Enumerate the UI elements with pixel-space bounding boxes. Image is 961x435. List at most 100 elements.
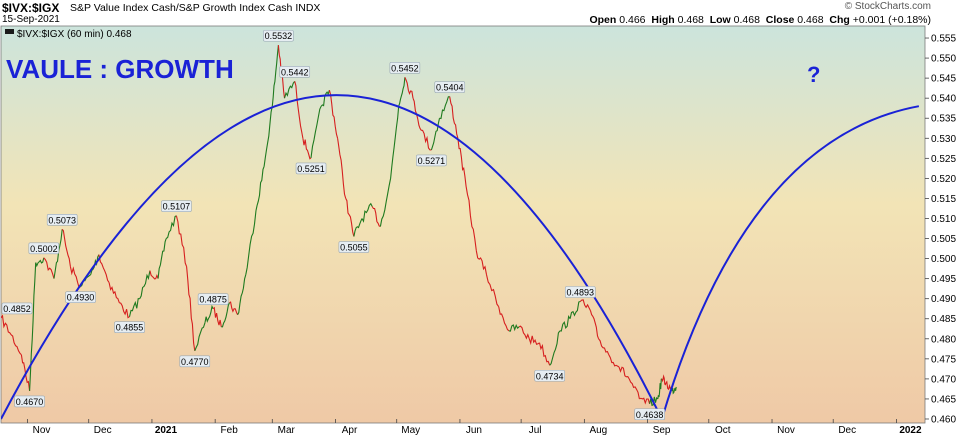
low-value: 0.468	[733, 14, 760, 26]
price-segment	[498, 306, 510, 332]
price-segment	[657, 378, 663, 399]
y-tick-label: 0.485	[931, 314, 956, 325]
value-label-text: 0.4770	[181, 357, 209, 367]
price-segment	[35, 257, 45, 268]
price-segment	[271, 45, 279, 107]
value-label: 0.5107	[161, 200, 192, 212]
x-tick-label: Jun	[466, 425, 482, 435]
price-segment	[302, 138, 312, 160]
value-label-text: 0.4875	[199, 295, 227, 305]
value-label-text: 0.4670	[16, 397, 44, 407]
y-tick-label: 0.510	[931, 214, 956, 225]
price-segment	[465, 186, 477, 251]
open-label: Open	[589, 14, 617, 26]
x-tick-label: Nov	[777, 425, 795, 435]
price-segment	[245, 210, 257, 275]
price-segment	[237, 274, 247, 315]
price-segment	[457, 138, 467, 187]
x-tick-label: May	[401, 425, 420, 435]
price-segment	[29, 262, 37, 391]
brand-watermark: © StockCharts.com	[844, 1, 931, 12]
close-label: Close	[765, 14, 795, 26]
value-label-text: 0.4734	[536, 371, 564, 381]
price-segment	[589, 310, 600, 339]
y-tick-label: 0.515	[931, 194, 956, 205]
value-label: 0.5055	[338, 241, 370, 253]
y-tick-label: 0.500	[931, 254, 956, 265]
price-segment	[449, 96, 459, 139]
value-label-text: 0.5002	[30, 244, 58, 254]
y-tick-label: 0.480	[931, 334, 956, 345]
price-segment	[671, 386, 677, 395]
value-label-text: 0.4852	[3, 304, 31, 314]
price-segment	[53, 229, 63, 279]
y-tick-label: 0.495	[931, 274, 956, 285]
high-label: High	[651, 14, 675, 26]
value-label: 0.5073	[46, 214, 78, 226]
value-label: 0.4855	[114, 321, 145, 334]
value-label: 0.4770	[179, 355, 211, 368]
price-segment	[538, 342, 551, 366]
y-tick-label: 0.465	[931, 394, 956, 405]
x-tick-label: Sep	[653, 425, 671, 435]
price-segment	[212, 306, 222, 327]
value-label: 0.4638	[634, 408, 665, 421]
value-label: 0.5452	[389, 62, 421, 74]
price-segment	[119, 302, 130, 319]
y-tick-label: 0.530	[931, 134, 956, 145]
value-label: 0.4875	[197, 293, 229, 306]
price-segment	[371, 206, 381, 228]
y-tick-label: 0.540	[931, 94, 956, 105]
value-label: 0.5442	[279, 66, 311, 78]
legend-label: $IVX:$IGX (60 min) 0.468	[17, 29, 132, 40]
open-value: 0.466	[619, 14, 646, 26]
price-segment	[353, 218, 363, 237]
cycle-arc-1	[1, 94, 663, 420]
value-label-text: 0.5442	[281, 67, 309, 77]
ohlc-readout: Open 0.466 High 0.468 Low 0.468 Close 0.…	[589, 14, 931, 26]
value-label: 0.5532	[263, 29, 294, 42]
value-label: 0.5271	[416, 154, 447, 167]
annotation-vaule-growth: VAULE : GROWTH	[6, 54, 234, 84]
price-segment	[430, 118, 441, 151]
price-segment	[157, 238, 167, 279]
value-label-text: 0.5251	[297, 164, 325, 174]
close-value: 0.468	[797, 14, 824, 26]
value-label: 0.4930	[65, 291, 96, 303]
price-segment	[175, 215, 188, 267]
x-tick-label: Nov	[33, 425, 51, 435]
price-segment	[379, 178, 392, 227]
price-segment	[263, 106, 273, 167]
x-tick-label: Jul	[529, 425, 542, 435]
value-label-text: 0.4893	[567, 287, 595, 297]
price-segment	[661, 374, 667, 386]
y-tick-label: 0.460	[931, 414, 956, 425]
x-tick-label: 2022	[899, 425, 922, 435]
value-label-text: 0.4930	[67, 293, 95, 303]
price-segment	[229, 301, 239, 315]
price-segment	[61, 228, 71, 267]
y-tick-label: 0.545	[931, 74, 956, 85]
low-label: Low	[709, 14, 731, 26]
y-tick-label: 0.520	[931, 174, 956, 185]
x-tick-label: Apr	[342, 425, 358, 435]
price-segment	[475, 250, 488, 275]
value-label: 0.5404	[434, 81, 466, 93]
price-segment	[43, 257, 55, 279]
x-tick-label: 2021	[155, 425, 178, 435]
price-segment	[98, 254, 110, 283]
price-segment	[598, 338, 610, 356]
x-tick-label: Mar	[278, 425, 296, 435]
price-segment	[1, 314, 12, 336]
price-segment	[485, 274, 500, 308]
value-label: 0.4852	[1, 302, 33, 315]
price-segment	[549, 330, 561, 366]
y-tick-label: 0.525	[931, 154, 956, 165]
price-segment	[579, 299, 591, 311]
price-segment	[639, 397, 651, 405]
x-tick-label: Dec	[838, 425, 856, 435]
price-segment	[283, 80, 296, 99]
x-tick-label: Dec	[94, 425, 112, 435]
chg-value: +0.001 (+0.18%)	[852, 14, 931, 26]
price-segment	[186, 266, 196, 351]
